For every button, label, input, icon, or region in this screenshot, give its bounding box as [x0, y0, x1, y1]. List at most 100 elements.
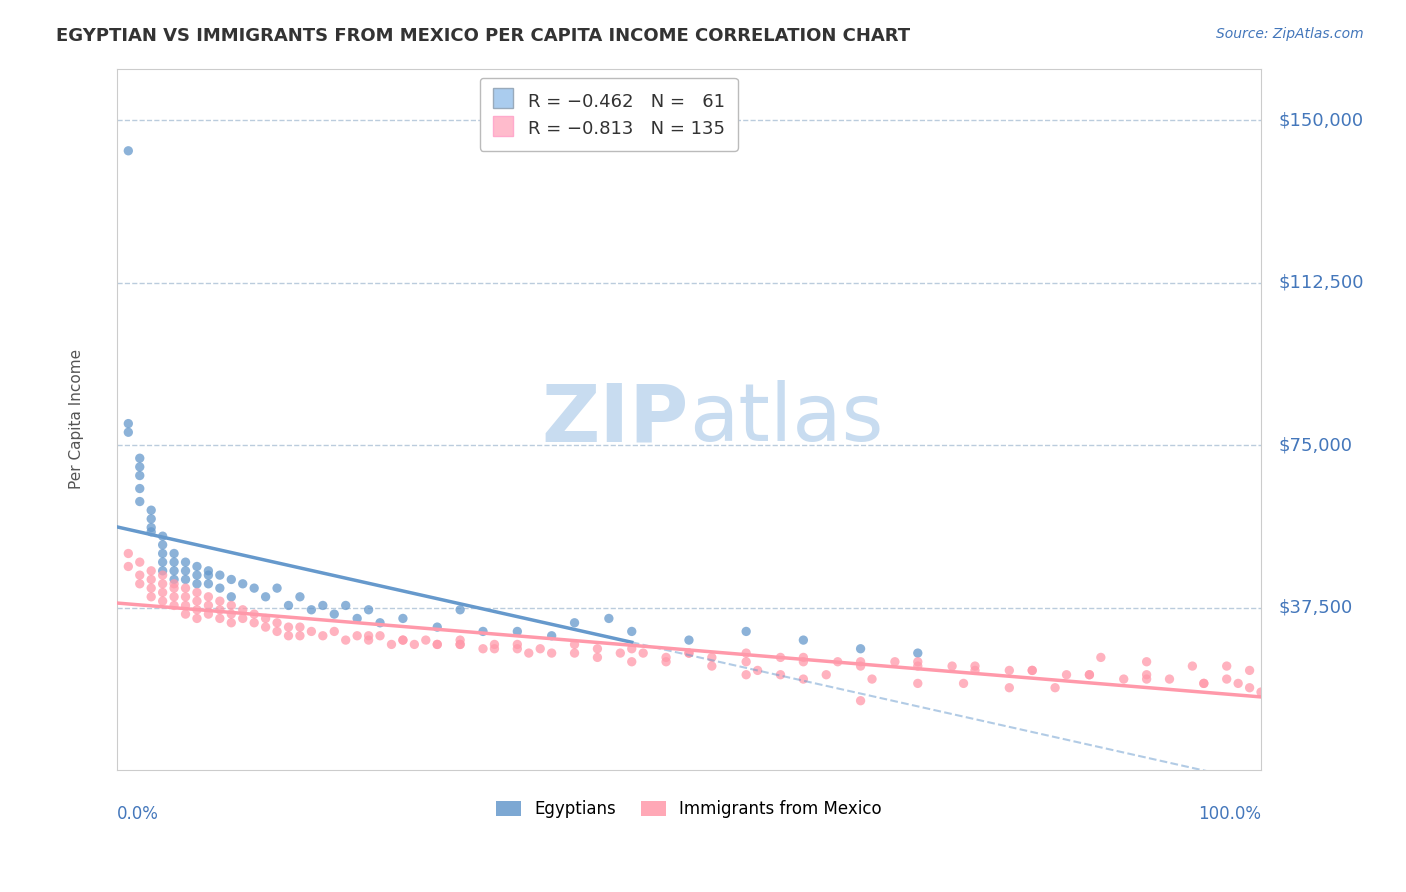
Point	[312, 629, 335, 643]
Point	[254, 611, 277, 625]
Point	[1090, 650, 1112, 665]
Point	[860, 672, 883, 686]
Point	[174, 590, 197, 604]
Text: ZIP: ZIP	[541, 380, 689, 458]
Point	[586, 650, 609, 665]
Point	[678, 633, 700, 648]
Point	[1021, 664, 1043, 678]
Point	[1136, 667, 1159, 681]
Point	[221, 615, 243, 630]
Point	[517, 646, 540, 660]
Point	[152, 547, 174, 561]
Point	[620, 655, 643, 669]
Point	[620, 624, 643, 639]
Point	[299, 603, 322, 617]
Point	[700, 659, 723, 673]
Point	[163, 581, 186, 595]
Point	[174, 555, 197, 569]
Point	[299, 624, 322, 639]
Point	[266, 624, 288, 639]
Point	[312, 599, 335, 613]
Point	[141, 564, 163, 578]
Point	[426, 637, 449, 651]
Point	[174, 607, 197, 621]
Point	[769, 667, 792, 681]
Point	[232, 611, 254, 625]
Point	[998, 664, 1021, 678]
Point	[186, 559, 208, 574]
Point	[655, 650, 678, 665]
Point	[254, 620, 277, 634]
Point	[815, 667, 838, 681]
Point	[163, 590, 186, 604]
Point	[1239, 664, 1261, 678]
Point	[564, 646, 586, 660]
Point	[152, 564, 174, 578]
Point	[117, 417, 139, 431]
Point	[128, 468, 150, 483]
Point	[907, 676, 929, 690]
Point	[449, 637, 471, 651]
Point	[368, 629, 391, 643]
Point	[197, 607, 219, 621]
Point	[1136, 655, 1159, 669]
Point	[163, 573, 186, 587]
Point	[221, 573, 243, 587]
Point	[128, 555, 150, 569]
Text: 100.0%: 100.0%	[1198, 805, 1261, 823]
Point	[186, 603, 208, 617]
Point	[631, 646, 654, 660]
Point	[907, 659, 929, 673]
Text: atlas: atlas	[689, 380, 883, 458]
Text: $37,500: $37,500	[1278, 599, 1353, 616]
Point	[208, 611, 231, 625]
Point	[141, 573, 163, 587]
Point	[357, 633, 380, 648]
Text: $75,000: $75,000	[1278, 436, 1353, 454]
Point	[243, 615, 266, 630]
Point	[392, 633, 415, 648]
Point	[598, 611, 620, 625]
Point	[368, 615, 391, 630]
Point	[1078, 667, 1101, 681]
Point	[174, 599, 197, 613]
Point	[141, 581, 163, 595]
Point	[506, 637, 529, 651]
Point	[152, 555, 174, 569]
Point	[163, 576, 186, 591]
Point	[1021, 664, 1043, 678]
Point	[346, 629, 368, 643]
Point	[197, 576, 219, 591]
Point	[1250, 685, 1272, 699]
Point	[404, 637, 426, 651]
Point	[678, 646, 700, 660]
Point	[163, 547, 186, 561]
Point	[998, 681, 1021, 695]
Point	[392, 633, 415, 648]
Point	[1227, 676, 1250, 690]
Point	[117, 425, 139, 440]
Point	[586, 641, 609, 656]
Point	[186, 611, 208, 625]
Point	[609, 646, 631, 660]
Point	[277, 629, 299, 643]
Point	[243, 607, 266, 621]
Point	[1181, 659, 1204, 673]
Point	[186, 568, 208, 582]
Point	[141, 524, 163, 539]
Point	[243, 581, 266, 595]
Point	[849, 694, 872, 708]
Point	[186, 585, 208, 599]
Point	[1043, 681, 1066, 695]
Point	[735, 667, 758, 681]
Point	[208, 603, 231, 617]
Point	[472, 624, 495, 639]
Point	[335, 633, 357, 648]
Point	[197, 590, 219, 604]
Point	[907, 646, 929, 660]
Point	[1239, 681, 1261, 695]
Text: Source: ZipAtlas.com: Source: ZipAtlas.com	[1216, 27, 1364, 41]
Point	[357, 603, 380, 617]
Point	[620, 641, 643, 656]
Point	[208, 581, 231, 595]
